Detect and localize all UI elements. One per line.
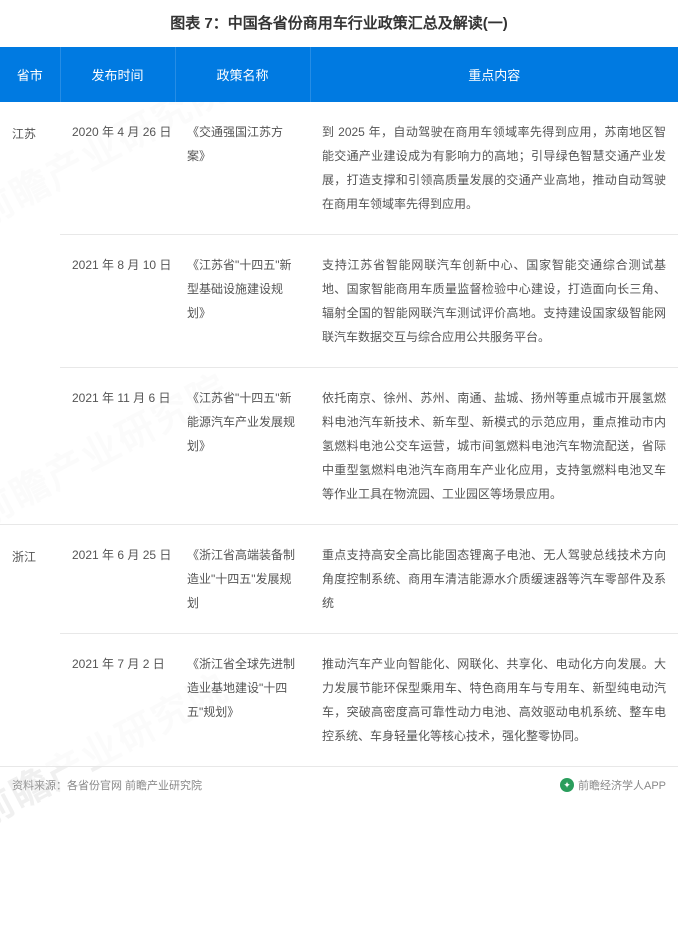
chart-title: 图表 7：中国各省份商用车行业政策汇总及解读(一) — [0, 0, 678, 47]
content-cell: 到 2025 年，自动驾驶在商用车领域率先得到应用，苏南地区智能交通产业建设成为… — [310, 102, 678, 235]
policy-cell: 《浙江省高端装备制造业"十四五"发展规划 — [175, 525, 310, 634]
footer: 资料来源：各省份官网 前瞻产业研究院 ✦ 前瞻经济学人APP — [0, 767, 678, 801]
header-policy: 政策名称 — [175, 47, 310, 102]
header-province: 省市 — [0, 47, 60, 102]
footer-brand: ✦ 前瞻经济学人APP — [560, 777, 666, 793]
content-cell: 依托南京、徐州、苏州、南通、盐城、扬州等重点城市开展氢燃料电池汽车新技术、新车型… — [310, 368, 678, 525]
date-cell: 2021 年 11 月 6 日 — [60, 368, 175, 525]
date-cell: 2021 年 8 月 10 日 — [60, 235, 175, 368]
table-row: 2021 年 11 月 6 日《江苏省"十四五"新能源汽车产业发展规划》依托南京… — [0, 368, 678, 525]
date-cell: 2020 年 4 月 26 日 — [60, 102, 175, 235]
date-cell: 2021 年 6 月 25 日 — [60, 525, 175, 634]
table-row: 2021 年 7 月 2 日《浙江省全球先进制造业基地建设"十四五"规划》推动汽… — [0, 634, 678, 767]
footer-source: 资料来源：各省份官网 前瞻产业研究院 — [12, 777, 202, 793]
header-content: 重点内容 — [310, 47, 678, 102]
policy-cell: 《江苏省"十四五"新型基础设施建设规划》 — [175, 235, 310, 368]
content-cell: 支持江苏省智能网联汽车创新中心、国家智能交通综合测试基地、国家智能商用车质量监督… — [310, 235, 678, 368]
content-cell: 重点支持高安全高比能固态锂离子电池、无人驾驶总线技术方向角度控制系统、商用车清洁… — [310, 525, 678, 634]
footer-brand-text: 前瞻经济学人APP — [578, 777, 666, 793]
table-row: 江苏2020 年 4 月 26 日《交通强国江苏方案》到 2025 年，自动驾驶… — [0, 102, 678, 235]
header-date: 发布时间 — [60, 47, 175, 102]
table-header-row: 省市 发布时间 政策名称 重点内容 — [0, 47, 678, 102]
date-cell: 2021 年 7 月 2 日 — [60, 634, 175, 767]
policy-cell: 《浙江省全球先进制造业基地建设"十四五"规划》 — [175, 634, 310, 767]
content-cell: 推动汽车产业向智能化、网联化、共享化、电动化方向发展。大力发展节能环保型乘用车、… — [310, 634, 678, 767]
table-row: 浙江2021 年 6 月 25 日《浙江省高端装备制造业"十四五"发展规划重点支… — [0, 525, 678, 634]
policy-cell: 《交通强国江苏方案》 — [175, 102, 310, 235]
logo-icon: ✦ — [560, 778, 574, 792]
policy-cell: 《江苏省"十四五"新能源汽车产业发展规划》 — [175, 368, 310, 525]
province-cell: 浙江 — [0, 525, 60, 767]
province-cell: 江苏 — [0, 102, 60, 525]
table-row: 2021 年 8 月 10 日《江苏省"十四五"新型基础设施建设规划》支持江苏省… — [0, 235, 678, 368]
policy-table: 省市 发布时间 政策名称 重点内容 江苏2020 年 4 月 26 日《交通强国… — [0, 47, 678, 767]
